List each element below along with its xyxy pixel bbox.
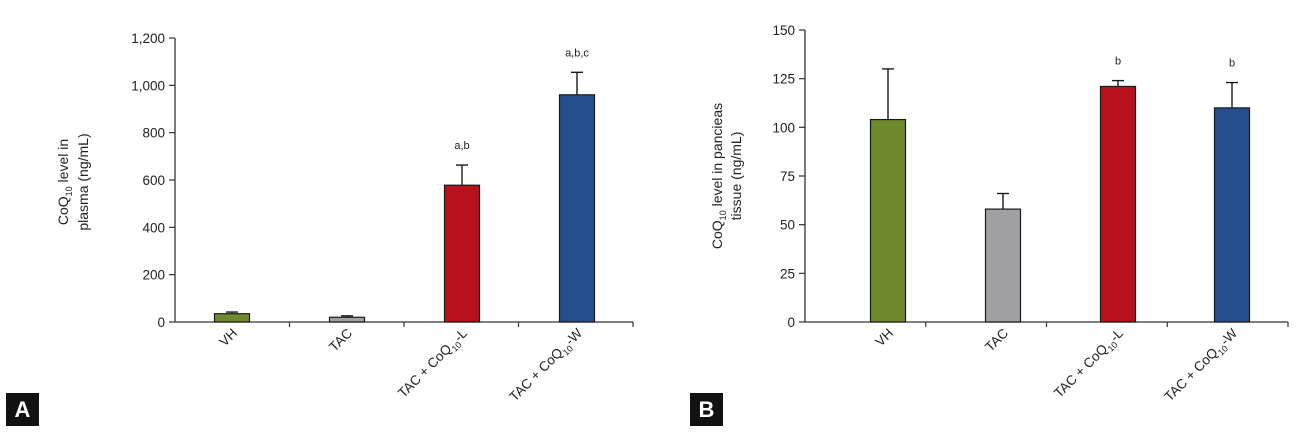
- panel-label-a: A: [6, 393, 39, 426]
- y-tick-label: 150: [772, 23, 795, 38]
- y-axis-label: CoQ10 level in: [55, 139, 74, 225]
- bar: [984, 208, 1022, 323]
- category-label: TAC + CoQ10-W: [1161, 325, 1242, 406]
- chart-panel-a: 0 200 400 600 800 1,000 1,200 CoQ10 level in pla…: [55, 31, 634, 406]
- panel-label-b: B: [690, 393, 723, 426]
- y-tick-label: 100: [772, 120, 795, 135]
- bar: [869, 118, 907, 323]
- category-label: VH: [872, 326, 896, 350]
- category-label: TAC: [982, 325, 1011, 354]
- category-label: TAC + CoQ10-L: [1051, 325, 1129, 403]
- y-tick-label: 0: [157, 315, 165, 330]
- category-label: TAC: [326, 325, 355, 354]
- y-tick-label: 800: [142, 126, 165, 141]
- y-tick-label: 0: [787, 315, 795, 330]
- y-tick-label: 200: [142, 268, 165, 283]
- bar: [558, 94, 596, 323]
- category-label: TAC + CoQ10-L: [395, 325, 473, 403]
- bar: [328, 316, 366, 323]
- y-tick-label: 1,000: [131, 78, 165, 93]
- significance-label: a,b,c: [565, 47, 589, 59]
- y-axis-label: CoQ10 level in pancieas: [709, 103, 728, 249]
- y-tick-label: 50: [780, 218, 795, 233]
- bar: [1213, 107, 1251, 323]
- significance-label: b: [1115, 56, 1121, 68]
- y-tick-label: 125: [772, 72, 795, 87]
- y-tick-label: 400: [142, 220, 165, 235]
- y-tick-label: 25: [780, 266, 795, 281]
- bar: [1099, 85, 1137, 323]
- bar: [443, 184, 481, 323]
- y-axis-label-line2: plasma (ng/mL): [75, 133, 91, 230]
- y-tick-label: 1,200: [131, 31, 165, 46]
- y-axis-label-line2: tissue (ng/mL): [728, 132, 744, 221]
- chart-panel-b: 0 25 50 75 100 125 150 CoQ10 level in pancieas t…: [709, 23, 1289, 406]
- category-label: VH: [216, 326, 240, 350]
- bar: [213, 313, 251, 323]
- significance-label: b: [1229, 58, 1235, 70]
- category-label: TAC + CoQ10-W: [506, 325, 587, 406]
- y-tick-label: 75: [780, 169, 795, 184]
- significance-label: a,b: [454, 140, 469, 152]
- y-tick-label: 600: [142, 173, 165, 188]
